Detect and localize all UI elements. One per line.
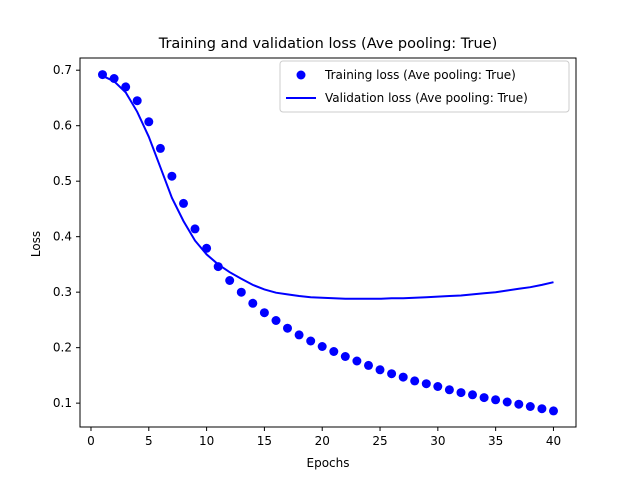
training-loss-point — [549, 406, 558, 416]
x-axis-label: Epochs — [307, 456, 350, 470]
training-loss-point — [502, 397, 512, 407]
x-tick-label: 0 — [87, 434, 95, 448]
legend-label-training: Training loss (Ave pooling: True) — [324, 68, 516, 82]
legend-label-validation: Validation loss (Ave pooling: True) — [325, 91, 528, 105]
training-loss-point — [294, 330, 304, 340]
training-loss-point — [202, 243, 212, 253]
training-loss-point — [340, 352, 350, 361]
training-loss-point — [317, 342, 327, 351]
training-loss-point — [537, 404, 547, 414]
y-tick-label: 0.3 — [53, 285, 72, 299]
training-loss-point — [144, 117, 154, 127]
training-loss-point — [236, 287, 246, 297]
chart-title: Training and validation loss (Ave poolin… — [158, 36, 498, 52]
training-loss-point — [190, 224, 200, 234]
x-tick-label: 10 — [199, 434, 214, 448]
legend-box — [279, 60, 570, 113]
training-loss-point — [364, 360, 373, 370]
training-loss-point — [259, 308, 269, 318]
training-loss-point — [225, 276, 235, 285]
training-loss-point — [375, 365, 385, 375]
y-axis-label: Loss — [29, 231, 43, 257]
x-tick-label: 35 — [488, 434, 503, 448]
x-tick-label: 30 — [430, 434, 445, 448]
training-loss-point — [444, 385, 454, 395]
validation-loss-line — [102, 74, 554, 300]
training-loss-point — [456, 388, 466, 398]
legend: Training loss (Ave pooling: True) Valida… — [279, 60, 570, 113]
training-loss-point — [167, 171, 177, 181]
training-loss-point — [132, 96, 142, 106]
training-loss-point — [155, 143, 165, 153]
training-loss-point — [329, 347, 339, 356]
training-loss-point — [514, 399, 524, 409]
y-tick-label: 0.7 — [53, 63, 72, 77]
training-loss-point — [179, 198, 188, 208]
y-tick-label: 0.5 — [53, 174, 72, 188]
x-tick-label: 25 — [372, 434, 387, 448]
training-loss-point — [491, 395, 501, 405]
y-tick-label: 0.6 — [53, 119, 72, 133]
training-loss-point — [248, 298, 258, 308]
x-tick-label: 5 — [145, 434, 153, 448]
training-loss-point — [121, 82, 131, 92]
y-tick-label: 0.4 — [53, 230, 72, 244]
x-axis-ticks: 0 5 10 15 20 25 30 35 40 — [87, 427, 561, 448]
training-loss-point — [213, 262, 223, 272]
training-loss-point — [479, 393, 489, 403]
y-axis-ticks: 0.1 0.2 0.3 0.4 0.5 0.6 0.7 — [53, 63, 80, 410]
training-loss-point — [433, 382, 443, 391]
training-loss-point — [468, 390, 477, 400]
y-tick-label: 0.2 — [53, 341, 72, 355]
training-loss-point — [283, 323, 292, 333]
x-tick-label: 40 — [546, 434, 561, 448]
training-loss-point — [387, 369, 397, 379]
training-loss-point — [410, 376, 420, 386]
training-loss-point — [525, 402, 535, 411]
x-tick-label: 20 — [315, 434, 330, 448]
training-loss-point — [109, 74, 119, 83]
training-loss-point — [352, 356, 362, 366]
legend-marker-training — [296, 70, 306, 80]
training-loss-point — [98, 70, 107, 80]
training-loss-point — [421, 379, 431, 389]
x-tick-label: 15 — [257, 434, 272, 448]
y-tick-label: 0.1 — [53, 396, 72, 410]
training-loss-point — [271, 316, 281, 325]
training-loss-point — [306, 336, 316, 346]
axes-frame — [79, 57, 577, 428]
training-loss-point — [398, 372, 408, 382]
plot-area — [98, 70, 558, 416]
